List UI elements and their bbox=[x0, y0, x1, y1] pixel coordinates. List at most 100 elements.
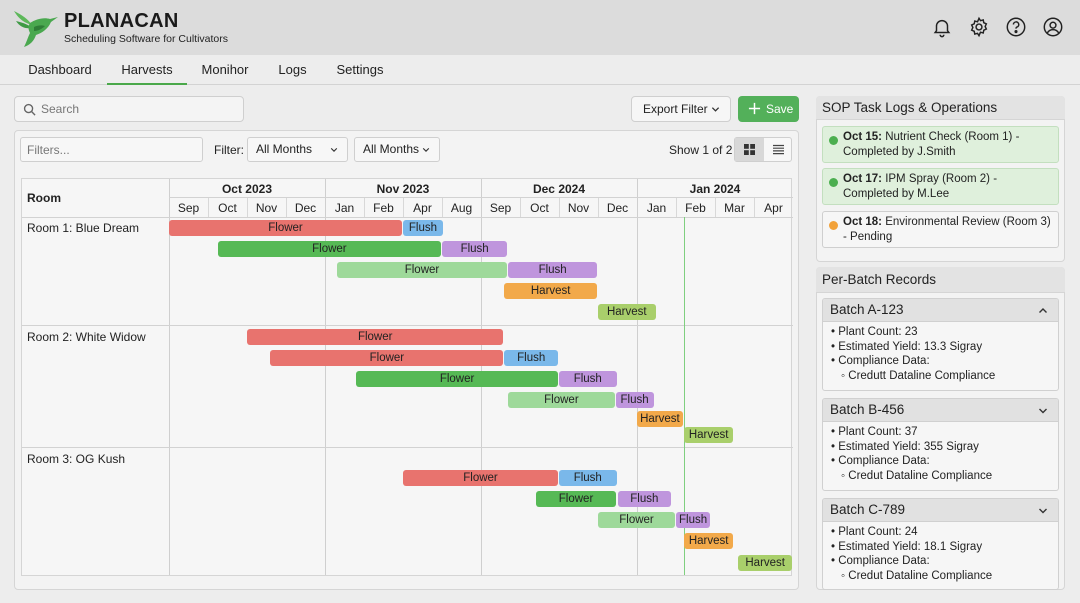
sop-panel-title: SOP Task Logs & Operations bbox=[816, 96, 1065, 120]
list-view-button[interactable] bbox=[764, 138, 793, 161]
phase-bar[interactable]: Harvest bbox=[598, 304, 656, 320]
month-label: Dec bbox=[606, 201, 629, 215]
month-select-start-value: All Months bbox=[256, 142, 313, 156]
compliance-label: • Compliance Data: bbox=[831, 355, 930, 367]
year-label: Oct 2023 bbox=[221, 182, 273, 196]
batch-header[interactable]: Batch A-123 bbox=[823, 299, 1058, 322]
month-label: Nov bbox=[255, 201, 278, 215]
year-divider bbox=[325, 179, 326, 575]
plant-count: • Plant Count: 37 bbox=[831, 426, 918, 438]
user-icon[interactable] bbox=[1042, 16, 1064, 38]
task-date: Oct 17: bbox=[843, 173, 882, 185]
phase-bar[interactable]: Flush bbox=[403, 220, 443, 236]
task-date: Oct 18: bbox=[843, 216, 882, 228]
phase-bar[interactable]: Flush bbox=[676, 512, 711, 528]
month-select-end-value: All Months bbox=[363, 142, 420, 156]
phase-bar[interactable]: Harvest bbox=[504, 283, 597, 299]
phase-bar[interactable]: Flush bbox=[559, 371, 617, 387]
batch-header[interactable]: Batch C-789 bbox=[823, 499, 1058, 522]
batch-details: • Plant Count: 23 • Estimated Yield: 13.… bbox=[823, 322, 1058, 387]
search-box bbox=[14, 96, 244, 122]
year-label: Dec 2024 bbox=[532, 182, 586, 196]
month-divider bbox=[520, 197, 521, 217]
compliance-item: ◦ Credut Dataline Compliance bbox=[841, 469, 993, 482]
save-button[interactable]: Save bbox=[738, 96, 799, 122]
month-divider bbox=[286, 197, 287, 217]
phase-bar[interactable]: Flower bbox=[508, 392, 615, 408]
compliance-label: • Compliance Data: bbox=[831, 555, 930, 567]
phase-bar[interactable]: Harvest bbox=[637, 411, 683, 427]
phase-bar[interactable]: Flush bbox=[615, 392, 654, 408]
export-filter-button[interactable]: Export Filter bbox=[631, 96, 731, 122]
phase-bar[interactable]: Flower bbox=[217, 241, 441, 257]
month-divider bbox=[559, 197, 560, 217]
phase-bar[interactable]: Flush bbox=[508, 262, 597, 278]
filters-input[interactable] bbox=[20, 137, 203, 162]
phase-bar[interactable]: Harvest bbox=[683, 533, 734, 549]
chevron-down-icon bbox=[422, 148, 430, 152]
grid-view-button[interactable] bbox=[735, 138, 764, 161]
month-divider bbox=[442, 197, 443, 217]
compliance-item: ◦ Credutt Dataline Compliance bbox=[841, 369, 996, 382]
month-label: Dec bbox=[294, 201, 317, 215]
room-label: Room 2: White Widow bbox=[27, 330, 146, 344]
batch-card: Batch A-123 • Plant Count: 23 • Estimate… bbox=[822, 298, 1059, 391]
phase-bar[interactable]: Flower bbox=[535, 491, 617, 507]
sop-task-item[interactable]: Oct 17: IPM Spray (Room 2) - Completed b… bbox=[822, 168, 1059, 205]
phase-bar[interactable]: Flush bbox=[504, 350, 558, 366]
sop-task-item[interactable]: Oct 15: Nutrient Check (Room 1) - Comple… bbox=[822, 126, 1059, 163]
help-icon[interactable] bbox=[1005, 16, 1027, 38]
compliance-label: • Compliance Data: bbox=[831, 455, 930, 467]
hummingbird-logo-icon bbox=[14, 11, 58, 47]
search-input[interactable] bbox=[41, 100, 236, 118]
month-divider bbox=[364, 197, 365, 217]
month-label: Sep bbox=[177, 201, 200, 215]
year-divider bbox=[637, 179, 638, 575]
app-header: PLANACAN Scheduling Software for Cultiva… bbox=[0, 0, 1080, 55]
month-select-start[interactable]: All Months bbox=[247, 137, 348, 162]
month-select-end[interactable]: All Months bbox=[354, 137, 440, 162]
estimated-yield: • Estimated Yield: 18.1 Sigray bbox=[831, 540, 983, 553]
room-label: Room 3: OG Kush bbox=[27, 452, 126, 466]
task-text: Environmental Review (Room 3) - Pending bbox=[843, 216, 1051, 243]
phase-bar[interactable]: Flower bbox=[356, 371, 558, 387]
phase-bar[interactable]: Harvest bbox=[683, 427, 734, 443]
phase-bar[interactable]: Flush bbox=[559, 470, 617, 486]
room-group-divider bbox=[22, 447, 793, 448]
phase-bar[interactable]: Flush bbox=[442, 241, 508, 257]
tab-logs[interactable]: Logs bbox=[278, 62, 307, 77]
month-label: Apr bbox=[764, 201, 783, 215]
batch-header[interactable]: Batch B-456 bbox=[823, 399, 1058, 422]
phase-bar[interactable]: Flower bbox=[336, 262, 508, 278]
tab-dashboard[interactable]: Dashboard bbox=[28, 62, 92, 77]
brand-name: PLANACAN bbox=[64, 10, 179, 32]
tab-settings[interactable]: Settings bbox=[336, 62, 384, 77]
tab-monitor[interactable]: Monihor bbox=[201, 62, 249, 77]
phase-bar[interactable]: Harvest bbox=[738, 555, 792, 571]
search-icon bbox=[23, 103, 36, 116]
check-circle-icon bbox=[829, 136, 838, 145]
batch-records-title: Per-Batch Records bbox=[816, 267, 1065, 293]
phase-bar[interactable]: Flower bbox=[169, 220, 402, 236]
month-label: Sep bbox=[489, 201, 512, 215]
sop-task-item[interactable]: Oct 18: Environmental Review (Room 3) - … bbox=[822, 211, 1059, 248]
today-marker-line bbox=[683, 217, 685, 575]
room-group-divider bbox=[22, 325, 793, 326]
phase-bar[interactable]: Flower bbox=[403, 470, 558, 486]
view-toggle bbox=[734, 137, 792, 162]
chevron-down-icon bbox=[711, 107, 720, 112]
bell-icon[interactable] bbox=[931, 16, 953, 38]
month-divider bbox=[715, 197, 716, 217]
phase-bar[interactable]: Flower bbox=[247, 329, 504, 345]
pending-dot-icon bbox=[829, 221, 838, 230]
main-nav: Dashboard Harvests Monihor Logs Settings bbox=[0, 55, 1080, 85]
phase-bar[interactable]: Flush bbox=[617, 491, 672, 507]
month-label: Feb bbox=[685, 201, 706, 215]
month-label: Nov bbox=[567, 201, 590, 215]
gear-icon[interactable] bbox=[968, 16, 990, 38]
year-divider bbox=[169, 179, 170, 575]
room-column-header: Room bbox=[27, 191, 61, 205]
phase-bar[interactable]: Flower bbox=[598, 512, 675, 528]
phase-bar[interactable]: Flower bbox=[270, 350, 504, 366]
tab-harvests[interactable]: Harvests bbox=[107, 55, 187, 85]
